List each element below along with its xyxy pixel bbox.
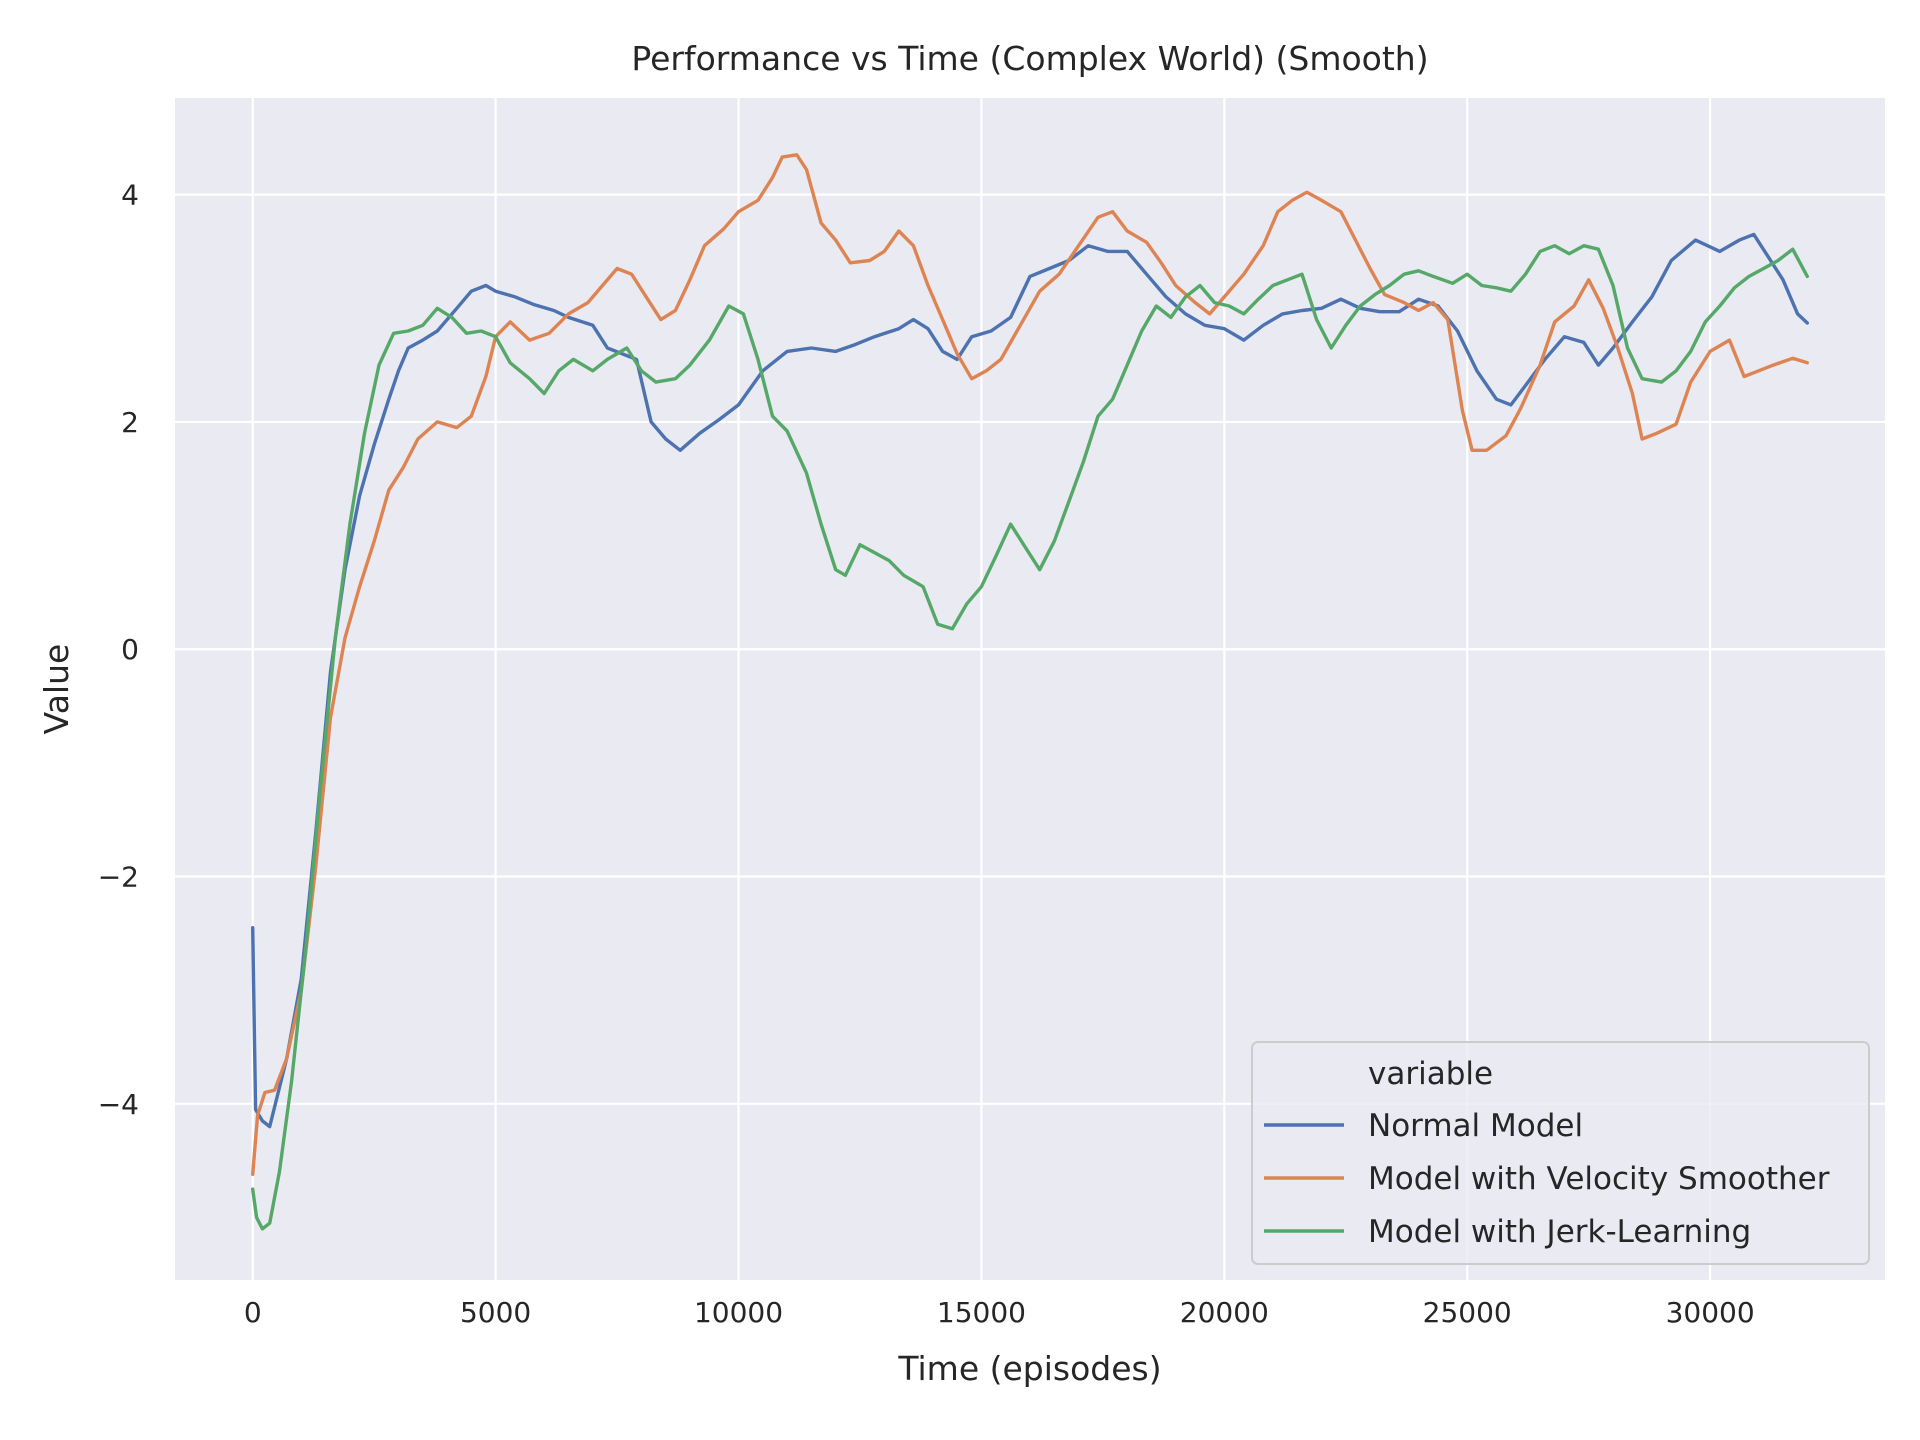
legend-title: variable [1368,1056,1493,1092]
x-axis-title: Time (episodes) [897,1349,1161,1388]
legend-box [1251,1041,1870,1265]
y-tick-label: 2 [121,406,139,439]
series-line [251,153,1809,1176]
series-lines [251,153,1809,1231]
x-tick-label: 20000 [1180,1296,1269,1329]
chart-title: Performance vs Time (Complex World) (Smo… [631,39,1428,78]
y-axis-title: Value [37,644,76,735]
x-axis: 0 5000 10000 15000 20000 25000 30000 [244,1296,1755,1329]
x-tick-label: 30000 [1666,1296,1755,1329]
series-line [251,244,1809,1231]
y-axis: −4 −2 0 2 4 [98,179,139,1121]
series-line [251,232,1809,1129]
legend: variable Normal Model Model with Velocity… [1251,1041,1870,1265]
y-tick-label: 4 [121,179,139,212]
x-tick-label: 5000 [460,1296,531,1329]
x-tick-label: 10000 [694,1296,783,1329]
x-tick-label: 0 [244,1296,262,1329]
legend-label: Model with Jerk-Learning [1368,1214,1751,1250]
x-tick-label: 25000 [1423,1296,1512,1329]
x-tick-label: 15000 [937,1296,1026,1329]
legend-label: Normal Model [1368,1108,1583,1144]
legend-entries: Normal Model Model with Velocity Smoother… [1264,1108,1830,1250]
y-tick-label: −2 [98,861,139,894]
legend-label: Model with Velocity Smoother [1368,1161,1830,1197]
y-tick-label: 0 [121,633,139,666]
y-tick-label: −4 [98,1088,139,1121]
